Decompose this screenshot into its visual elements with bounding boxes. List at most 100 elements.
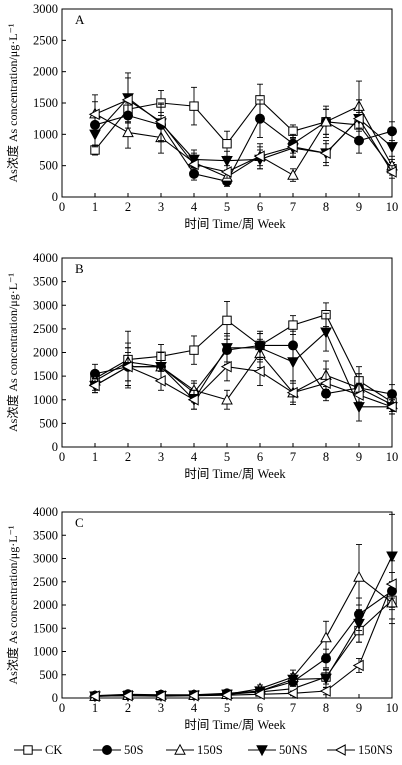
data-point	[253, 365, 265, 378]
y-tick-label: 3000	[33, 298, 58, 312]
series-line	[94, 366, 393, 408]
x-tick-label: 5	[224, 450, 230, 464]
x-tick-label: 3	[158, 200, 164, 214]
data-point	[121, 94, 133, 106]
legend-marker	[334, 744, 346, 756]
data-point	[255, 113, 265, 124]
data-point	[221, 155, 233, 167]
data-point	[385, 166, 397, 178]
data-point	[321, 653, 331, 664]
panel-label: C	[75, 515, 84, 530]
data-point	[121, 689, 133, 702]
data-point	[287, 168, 299, 180]
data-point	[222, 139, 232, 149]
data-point	[353, 570, 365, 582]
data-point	[88, 379, 100, 392]
y-tick-label: 2500	[33, 322, 58, 336]
legend-label: 50NS	[279, 743, 308, 757]
series-150s	[89, 80, 398, 184]
x-tick-label: 0	[59, 200, 65, 214]
legend-entry-150s: 150S	[166, 743, 223, 757]
data-point	[286, 687, 298, 700]
data-point	[121, 360, 133, 373]
legend-label: 150NS	[358, 743, 393, 757]
data-point	[286, 386, 298, 399]
x-axis-label: 时间 Time/周 Week	[184, 467, 286, 481]
series-150s	[89, 338, 398, 415]
legend-label: CK	[45, 743, 62, 757]
y-axis-label: As浓度 As concentration/μg·L⁻¹	[5, 525, 20, 684]
data-point	[88, 690, 100, 702]
chart-panel-c: 0 500 1000 1500 2000 2500 3000 3500 4000 0 1 2 3 4 5 6 7…	[5, 505, 398, 732]
x-tick-label: 1	[92, 450, 98, 464]
x-tick-label: 10	[386, 200, 399, 214]
series-line	[94, 583, 393, 697]
data-point	[187, 689, 199, 702]
series-line	[94, 344, 393, 395]
x-tick-label: 3	[158, 450, 164, 464]
x-tick-label: 0	[59, 701, 65, 715]
panel-label: A	[75, 12, 85, 27]
series-50s	[90, 99, 397, 187]
series-line	[94, 105, 393, 178]
data-point	[154, 375, 166, 387]
data-point	[288, 320, 298, 330]
x-tick-label: 6	[257, 200, 263, 214]
chart-panel-b: 0 500 1000 1500 2000 2500 3000 3500 4000 0 1 2 3 4 5 6 7…	[5, 251, 398, 481]
x-tick-label: 10	[386, 701, 399, 715]
x-tick-label: 5	[224, 200, 230, 214]
x-tick-label: 5	[224, 701, 230, 715]
data-point	[385, 401, 397, 413]
data-point	[386, 142, 398, 154]
x-tick-label: 10	[386, 450, 399, 464]
data-point	[222, 315, 232, 326]
data-point	[187, 158, 199, 171]
x-tick-label: 9	[356, 450, 362, 464]
data-point	[253, 688, 265, 701]
y-tick-label: 500	[39, 668, 58, 682]
y-tick-label: 3500	[33, 275, 58, 289]
legend-entry-150ns: 150NS	[327, 743, 393, 757]
series-line	[94, 114, 393, 182]
data-point	[154, 115, 166, 128]
legend-marker	[23, 745, 33, 755]
x-tick-label: 3	[158, 701, 164, 715]
series-line	[94, 314, 393, 403]
data-point	[154, 690, 166, 702]
data-point	[320, 115, 332, 127]
y-tick-label: 1000	[33, 393, 58, 407]
x-tick-label: 9	[356, 701, 362, 715]
y-tick-label: 2000	[33, 346, 58, 360]
data-point	[352, 112, 364, 125]
x-tick-label: 6	[257, 450, 263, 464]
data-point	[286, 141, 298, 153]
y-axis-label: As浓度 As concentration/μg·L⁻¹	[5, 273, 20, 432]
chart-panel-a: 0 500 1000 1500 2000 2500 3000 0 1 2 3 4 5 6 7 8 9 10 A 时间 …	[5, 2, 398, 231]
y-tick-label: 1000	[33, 645, 58, 659]
data-point	[320, 327, 332, 339]
y-tick-label: 500	[39, 159, 58, 173]
x-tick-label: 7	[290, 200, 296, 214]
y-tick-label: 4000	[33, 505, 58, 519]
y-tick-label: 3000	[33, 2, 58, 16]
series-line	[94, 599, 393, 697]
legend-marker	[174, 743, 186, 755]
y-tick-label: 500	[39, 416, 58, 430]
y-tick-label: 1500	[33, 96, 58, 110]
y-tick-label: 3500	[33, 528, 58, 542]
y-tick-label: 1500	[33, 621, 58, 635]
series-50s	[90, 330, 397, 404]
x-axis-label: 时间 Time/周 Week	[184, 217, 286, 231]
series-line	[94, 352, 393, 405]
y-tick-label: 0	[52, 190, 58, 204]
series-line	[94, 331, 392, 408]
series-150ns	[88, 347, 397, 415]
x-tick-label: 8	[323, 450, 329, 464]
legend: CK 50S 150S 50NS 150NS	[14, 743, 393, 757]
panel-label: B	[75, 261, 84, 276]
y-tick-label: 1000	[33, 127, 58, 141]
data-point	[88, 108, 100, 121]
x-tick-label: 1	[92, 701, 98, 715]
data-point	[220, 360, 232, 373]
